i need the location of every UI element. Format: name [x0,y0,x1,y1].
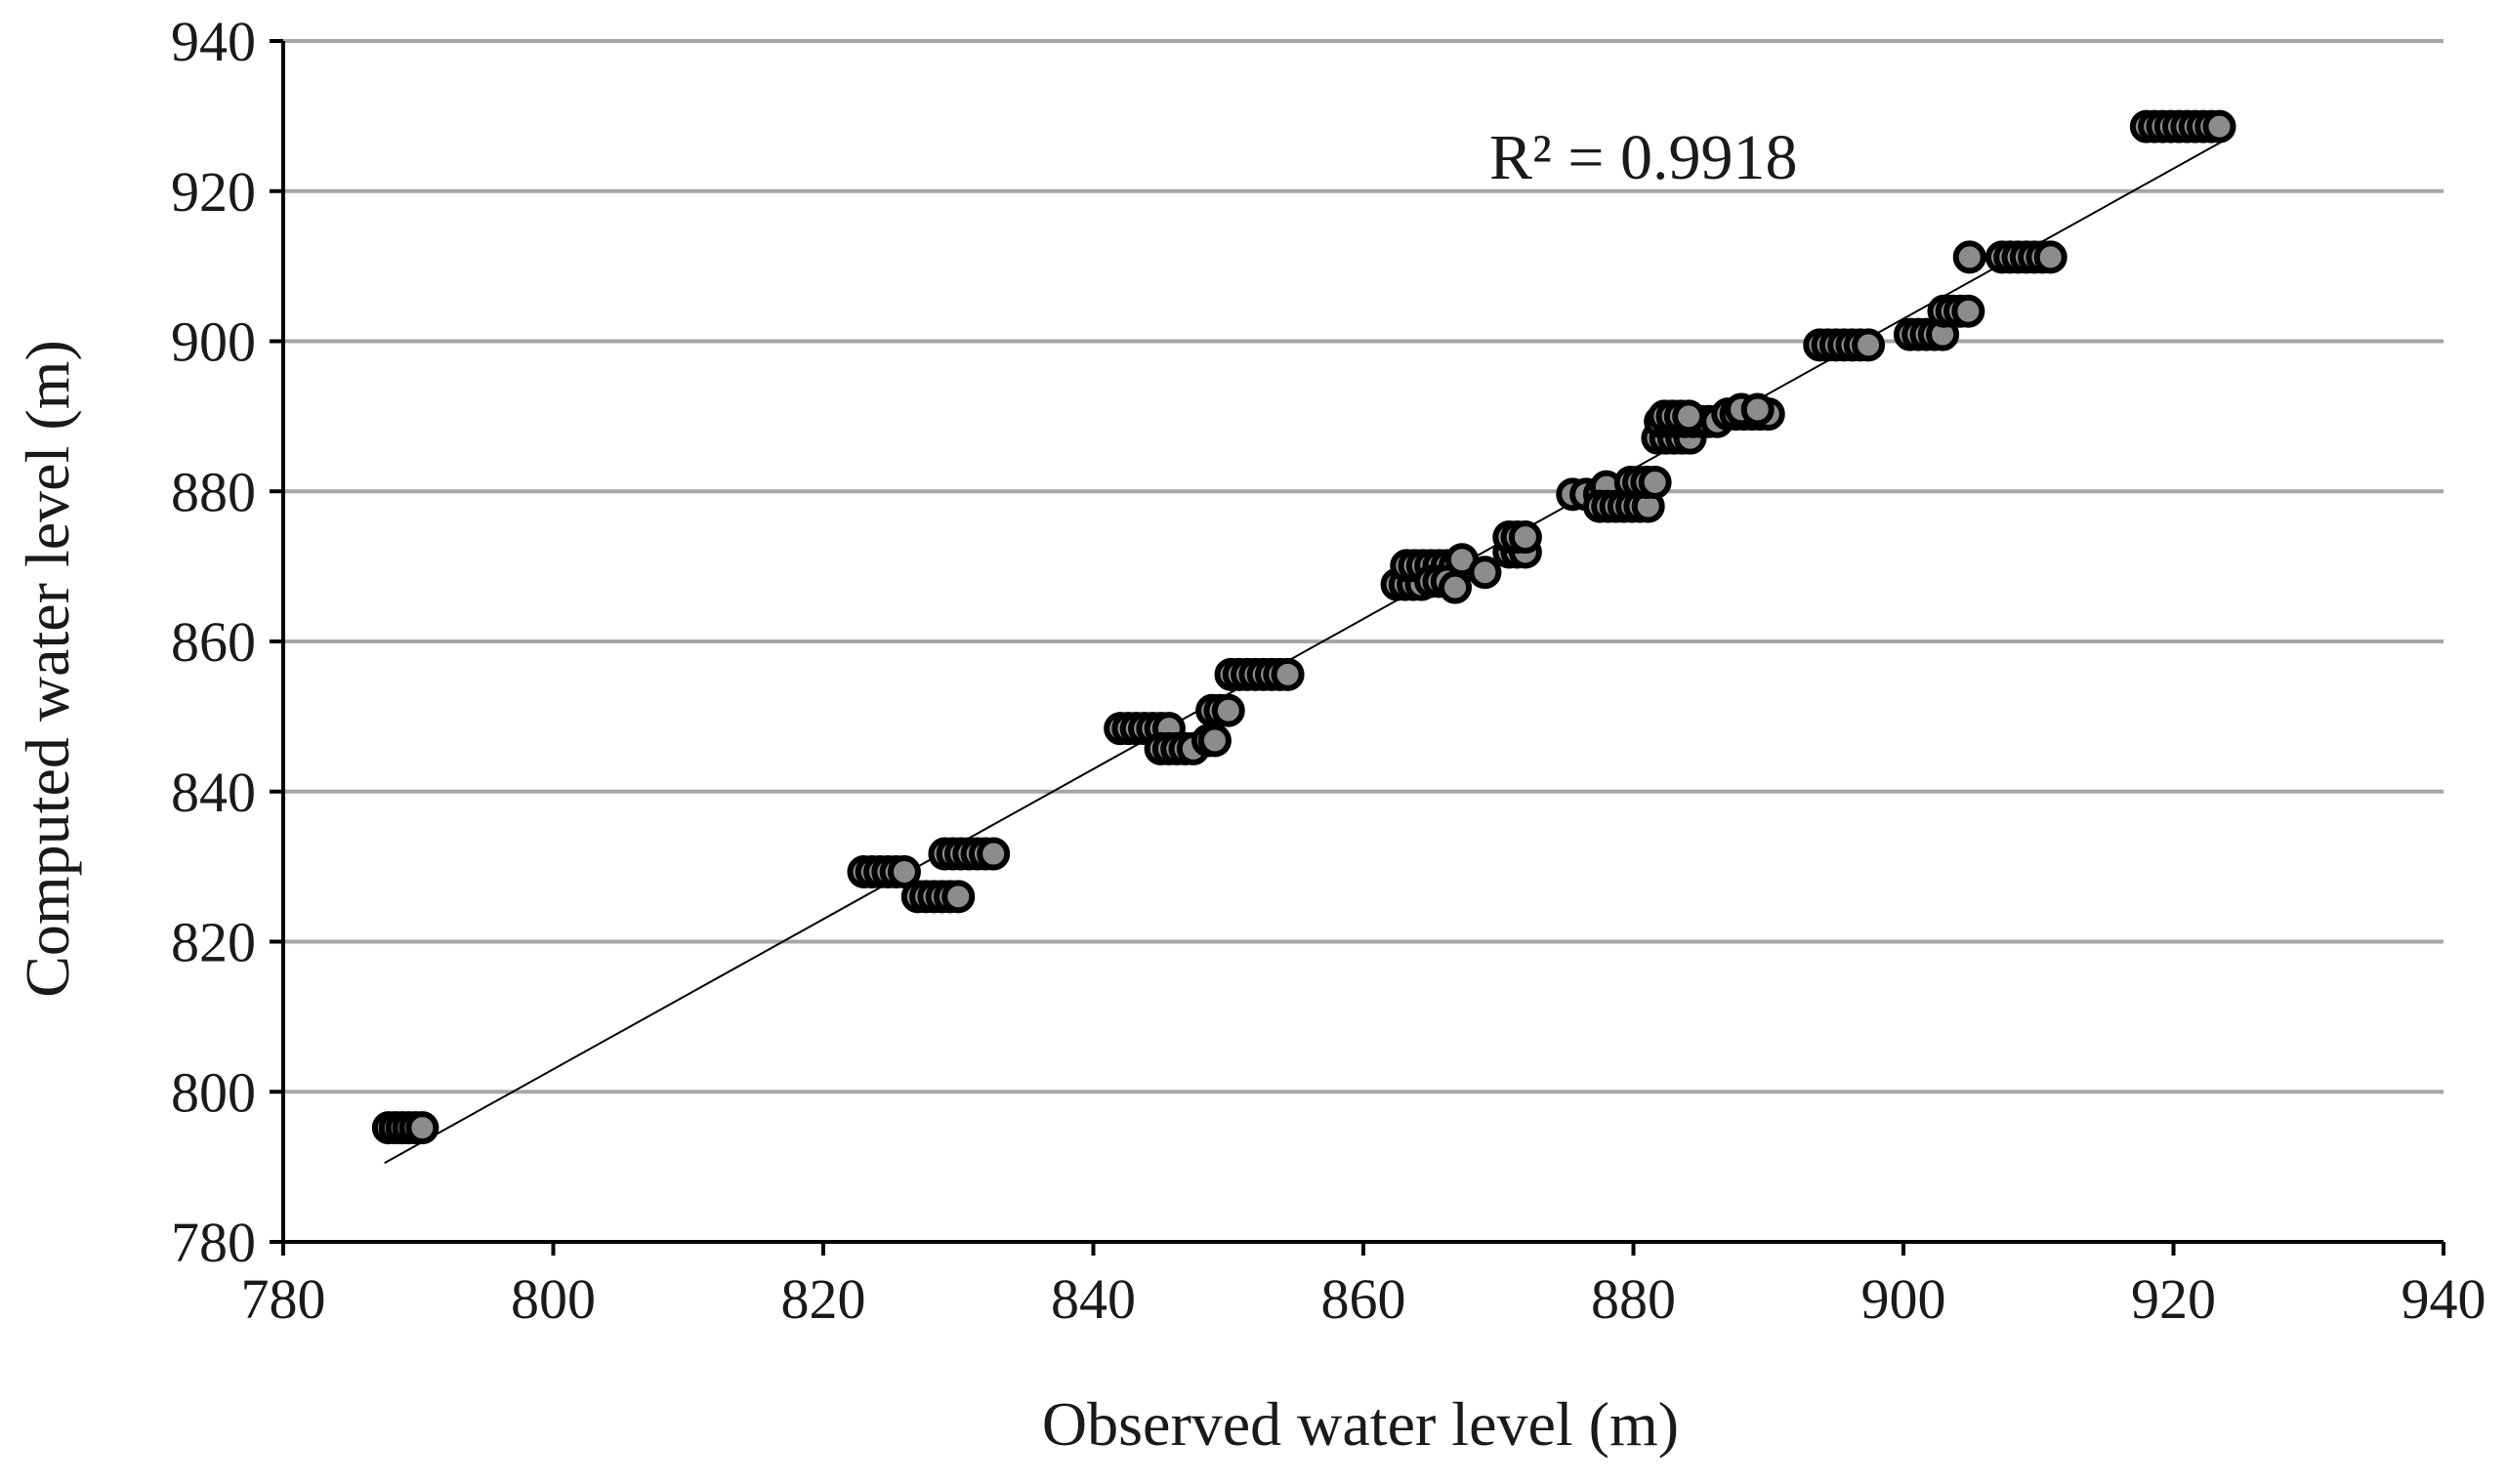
y-tick-label: 840 [171,761,256,824]
data-point [1468,556,1502,590]
data-point [1740,392,1775,427]
data-point [1952,240,1986,274]
y-axis-title: Computed water level (m) [13,340,82,998]
data-point [941,880,976,914]
data-point [2033,240,2068,274]
x-tick-label: 900 [1861,1267,1946,1331]
y-tick-label: 900 [171,310,256,374]
data-point [1638,466,1672,500]
r-squared-annotation: R² = 0.9918 [1489,122,1798,193]
y-tick-label: 780 [171,1211,256,1274]
data-point [1211,693,1245,727]
x-tick-label: 880 [1591,1267,1676,1331]
x-axis-ticks: 780 800 820 840 860 880 900 920 940 [241,1242,2486,1331]
x-tick-label: 780 [241,1267,326,1331]
x-tick-label: 800 [511,1267,596,1331]
data-point [1508,520,1542,555]
gridlines [283,39,2444,1094]
x-tick-label: 820 [781,1267,866,1331]
y-tick-label: 880 [171,460,256,523]
x-tick-label: 840 [1051,1267,1136,1331]
trend-line [384,141,2222,1165]
x-tick-label: 860 [1321,1267,1406,1331]
x-tick-label: 940 [2402,1267,2486,1331]
data-point [405,1111,439,1145]
x-tick-label: 920 [2131,1267,2216,1331]
x-axis-title: Observed water level (m) [1042,1389,1679,1459]
data-point [887,855,921,889]
data-point [1197,723,1232,758]
y-tick-label: 860 [171,610,256,674]
y-tick-label: 940 [171,10,256,73]
data-point [2202,109,2236,144]
data-point [1271,657,1305,691]
data-point [1951,294,1985,328]
data-point [1439,570,1473,604]
data-point [977,837,1011,871]
y-tick-label: 820 [171,911,256,974]
y-tick-label: 920 [171,160,256,224]
y-tick-label: 800 [171,1060,256,1124]
data-point [1852,328,1886,362]
y-axis-ticks: 780 800 820 840 860 880 900 920 940 [171,10,283,1274]
data-point [1672,399,1706,433]
data-points [371,109,2236,1145]
